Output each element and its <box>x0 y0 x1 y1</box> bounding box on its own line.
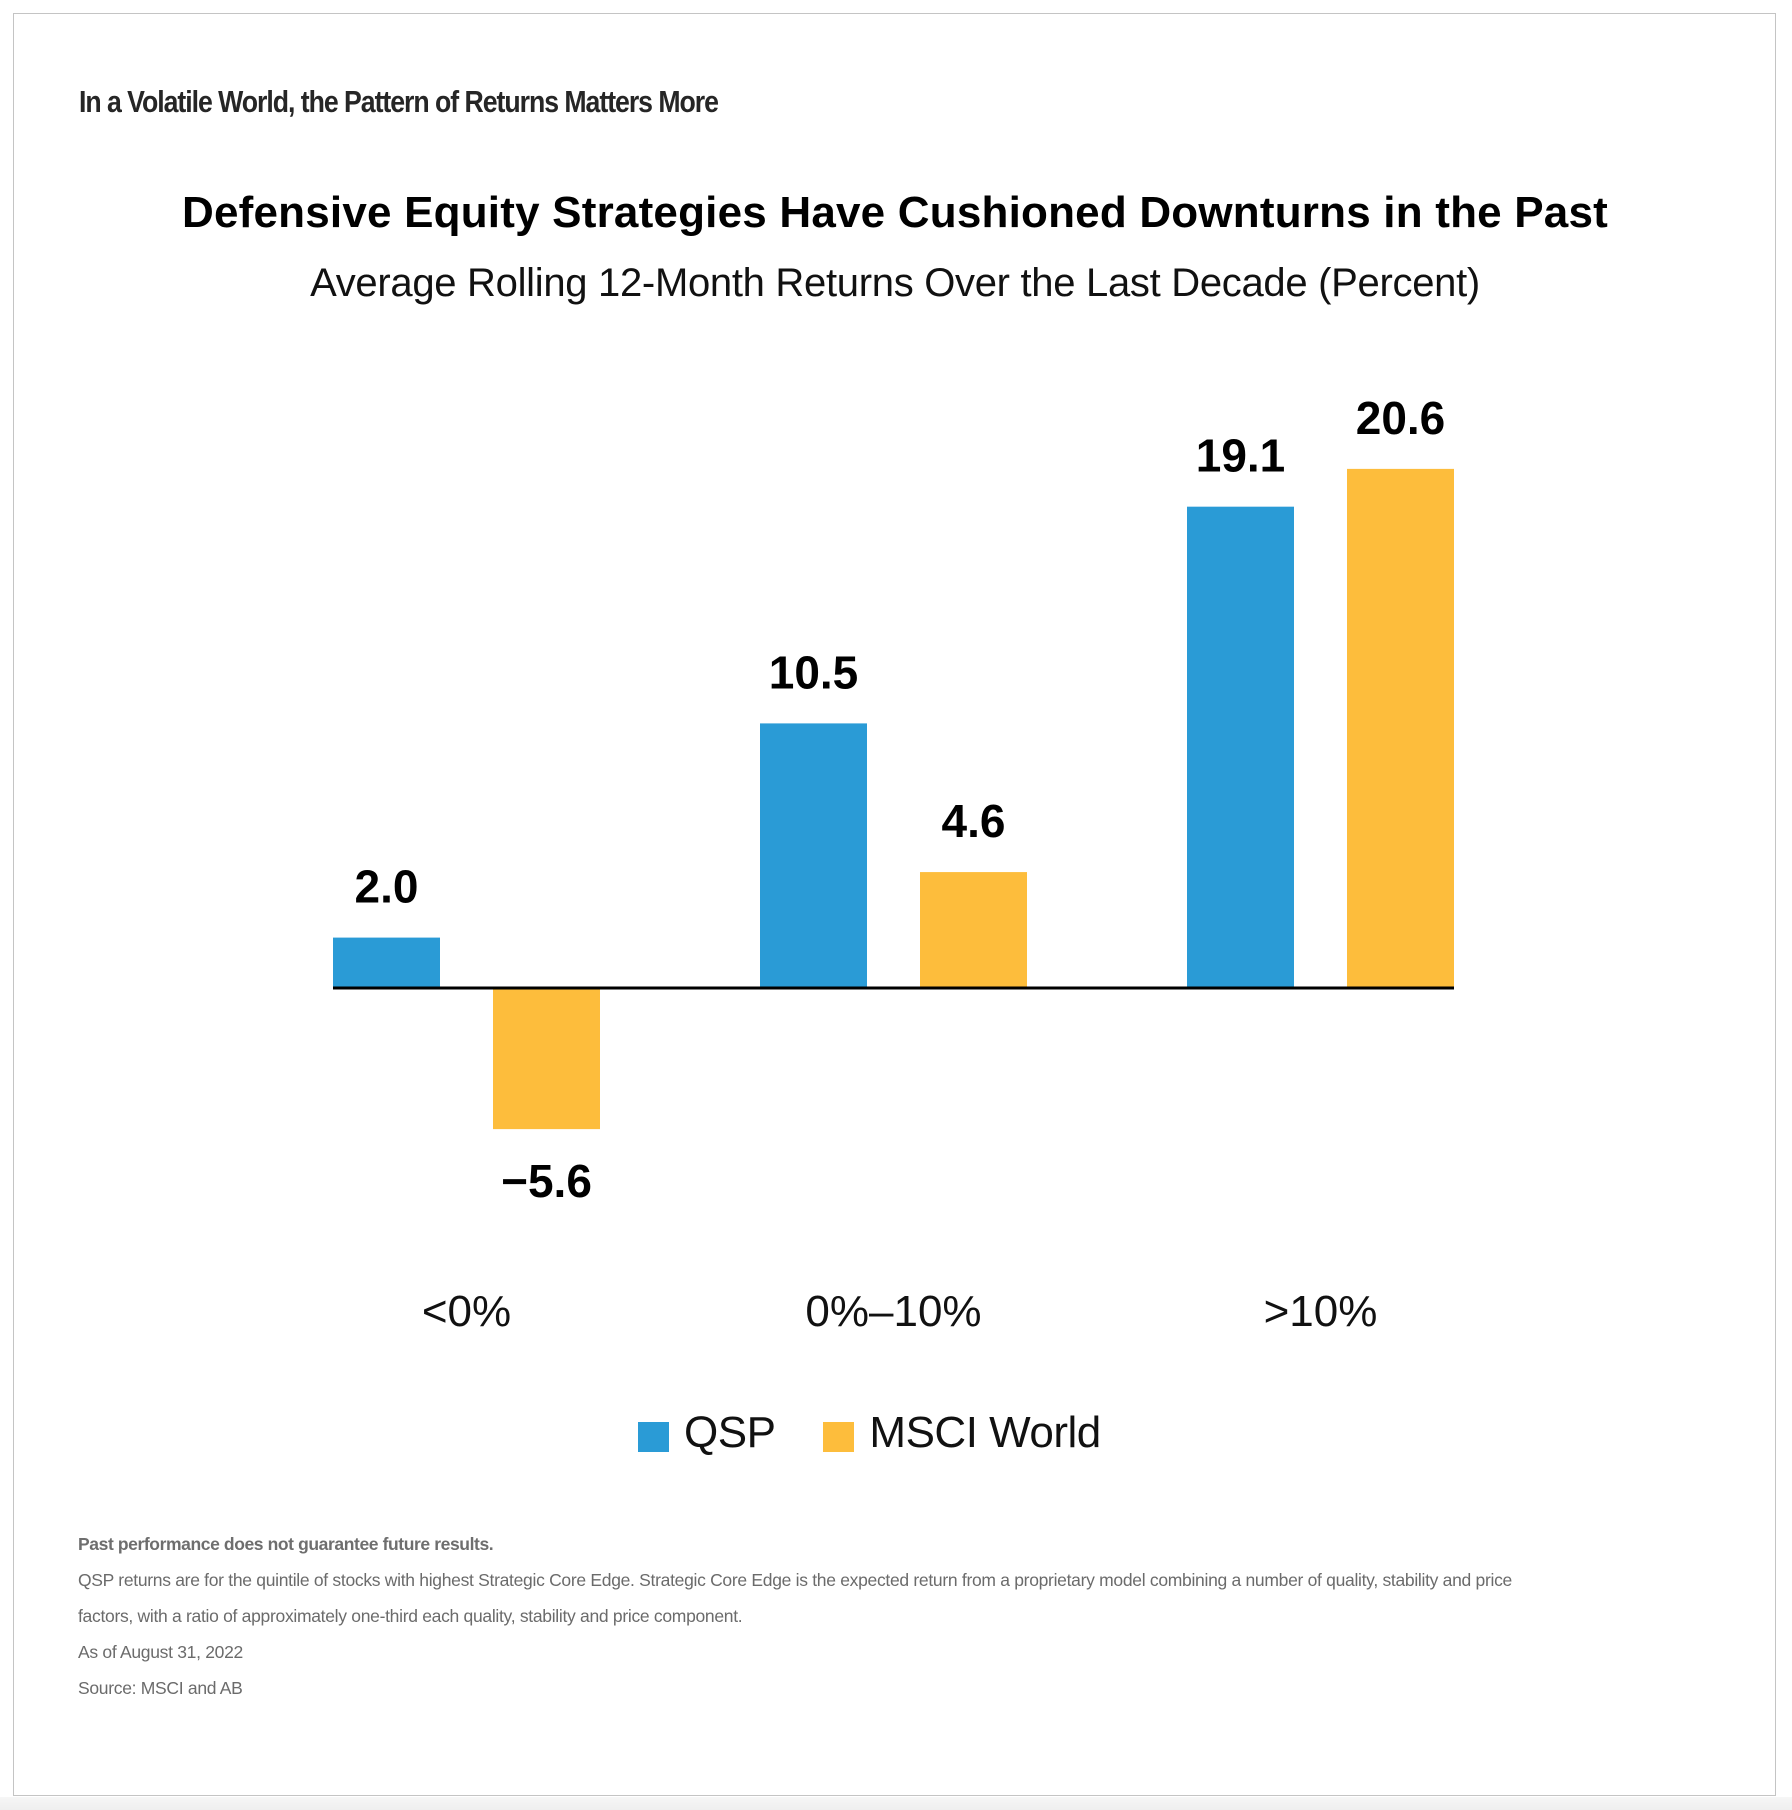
legend-swatch-qsp <box>638 1422 669 1452</box>
bar-msci-world-1 <box>493 988 600 1130</box>
bar-msci-world-3 <box>1347 468 1454 988</box>
chart-title: Defensive Equity Strategies Have Cushion… <box>182 188 1608 237</box>
footnotes: Past performance does not guarantee futu… <box>78 1526 1718 1706</box>
source-note: Source: MSCI and AB <box>78 1678 243 1698</box>
data-label-qsp-3: 19.1 <box>1196 430 1286 482</box>
footnote-line: QSP returns are for the quintile of stoc… <box>78 1570 1512 1590</box>
data-label-qsp-2: 10.5 <box>769 646 859 698</box>
bars-layer <box>333 468 1454 1130</box>
data-label-msci-world-2: 4.6 <box>942 795 1006 847</box>
category-label-3: >10% <box>1264 1287 1378 1336</box>
legend-item-msci-world: MSCI World <box>823 1408 1101 1458</box>
bar-qsp-3 <box>1187 506 1294 988</box>
page-bottom-strip <box>0 1797 1792 1810</box>
footnote-line: factors, with a ratio of approximately o… <box>78 1606 743 1626</box>
bar-msci-world-2 <box>920 872 1027 988</box>
category-label-1: <0% <box>422 1287 511 1336</box>
as-of-date: As of August 31, 2022 <box>78 1642 243 1662</box>
data-labels-layer: 2.0 −5.6 10.5 4.6 19.1 20.6 <box>355 392 1446 1207</box>
kicker-heading: In a Volatile World, the Pattern of Retu… <box>79 84 719 119</box>
legend: QSP MSCI World <box>638 1408 1149 1458</box>
data-label-msci-world-1: −5.6 <box>501 1155 592 1207</box>
data-label-qsp-1: 2.0 <box>355 861 419 913</box>
category-labels-layer: <0% 0%–10% >10% <box>422 1287 1378 1336</box>
chart-subtitle: Average Rolling 12-Month Returns Over th… <box>310 261 1480 305</box>
legend-item-qsp: QSP <box>638 1408 776 1458</box>
disclaimer-note: Past performance does not guarantee futu… <box>78 1534 494 1554</box>
data-label-msci-world-3: 20.6 <box>1356 392 1446 444</box>
category-label-2: 0%–10% <box>805 1287 981 1336</box>
chart-card: In a Volatile World, the Pattern of Retu… <box>13 13 1776 1796</box>
legend-label-msci-world: MSCI World <box>869 1408 1101 1457</box>
bar-qsp-2 <box>760 723 867 988</box>
legend-label-qsp: QSP <box>684 1408 776 1457</box>
bar-qsp-1 <box>333 937 440 988</box>
legend-swatch-msci-world <box>823 1422 855 1452</box>
